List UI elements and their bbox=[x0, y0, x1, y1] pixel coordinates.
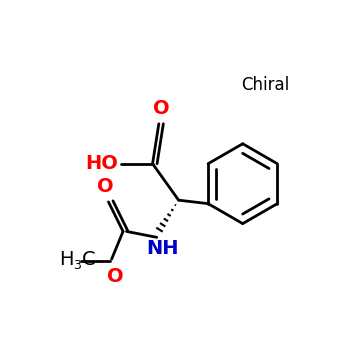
Text: Chiral: Chiral bbox=[241, 76, 289, 94]
Text: HO: HO bbox=[85, 154, 118, 173]
Text: C: C bbox=[82, 250, 95, 270]
Text: NH: NH bbox=[147, 239, 179, 258]
Text: O: O bbox=[107, 267, 124, 286]
Text: O: O bbox=[97, 177, 113, 196]
Text: H: H bbox=[59, 250, 74, 270]
Text: 3: 3 bbox=[74, 259, 81, 272]
Text: O: O bbox=[153, 99, 170, 118]
